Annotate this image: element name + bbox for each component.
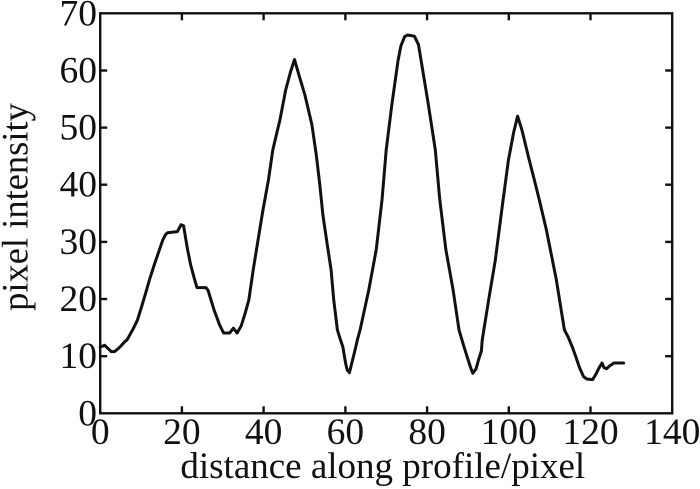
svg-text:140: 140 [644,412,700,453]
svg-text:30: 30 [60,222,98,263]
svg-text:60: 60 [327,412,365,453]
svg-text:100: 100 [481,412,537,453]
svg-text:80: 80 [408,412,446,453]
svg-text:50: 50 [60,108,98,149]
svg-text:0: 0 [78,393,97,434]
svg-text:20: 20 [60,279,98,320]
svg-text:40: 40 [60,165,98,206]
svg-text:pixel intensity: pixel intensity [0,102,36,311]
svg-text:40: 40 [245,412,283,453]
svg-text:0: 0 [91,412,110,453]
svg-text:120: 120 [562,412,618,453]
svg-text:60: 60 [60,51,98,92]
svg-text:70: 70 [60,0,98,34]
svg-text:20: 20 [163,412,201,453]
svg-text:distance along profile/pixel: distance along profile/pixel [180,446,585,487]
svg-text:10: 10 [60,336,98,377]
